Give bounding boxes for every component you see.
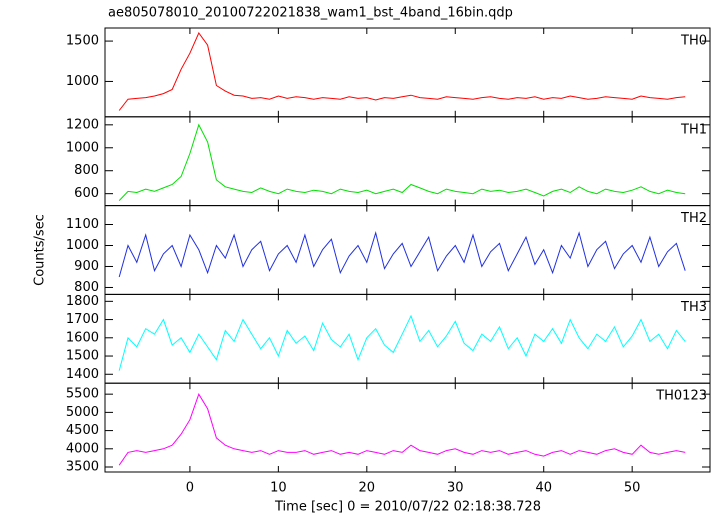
y-tick-label: 1800 bbox=[66, 294, 99, 309]
y-tick-label: 1000 bbox=[66, 140, 99, 155]
y-tick-label: 4500 bbox=[66, 423, 99, 438]
y-tick-label: 600 bbox=[74, 186, 99, 201]
panel-frame bbox=[104, 205, 711, 295]
series-label: TH0123 bbox=[655, 389, 707, 404]
series-label: TH3 bbox=[680, 300, 707, 315]
y-tick-label: 1500 bbox=[66, 34, 99, 49]
series-label: TH1 bbox=[680, 122, 707, 137]
y-tick-label: 1000 bbox=[66, 74, 99, 89]
y-tick-label: 5000 bbox=[66, 405, 99, 420]
y-tick-label: 1100 bbox=[66, 217, 99, 232]
y-tick-label: 3500 bbox=[66, 460, 99, 475]
chart-title: ae805078010_20100722021838_wam1_bst_4ban… bbox=[108, 6, 513, 21]
x-tick-label: 10 bbox=[270, 481, 287, 496]
data-line bbox=[118, 231, 686, 278]
y-tick-label: 900 bbox=[74, 259, 99, 274]
x-tick-label: 20 bbox=[359, 481, 376, 496]
panel-frame bbox=[104, 27, 711, 118]
x-tick-label: 0 bbox=[186, 481, 194, 496]
panel-frame bbox=[104, 382, 711, 473]
y-tick-label: 5500 bbox=[66, 387, 99, 402]
x-tick-label: 40 bbox=[535, 481, 552, 496]
y-tick-label: 1200 bbox=[66, 117, 99, 132]
x-tick-label: 50 bbox=[624, 481, 641, 496]
y-tick-label: 1400 bbox=[66, 367, 99, 382]
y-tick-label: 1500 bbox=[66, 349, 99, 364]
data-line bbox=[118, 314, 686, 371]
data-line bbox=[118, 32, 686, 111]
y-axis-label: Counts/sec bbox=[33, 214, 48, 286]
y-tick-label: 1600 bbox=[66, 330, 99, 345]
data-line bbox=[118, 123, 686, 201]
y-tick-label: 800 bbox=[74, 163, 99, 178]
x-tick-label: 30 bbox=[447, 481, 464, 496]
x-axis-label: Time [sec] 0 = 2010/07/22 02:18:38.728 bbox=[274, 500, 541, 515]
y-tick-label: 800 bbox=[74, 280, 99, 295]
y-tick-label: 4000 bbox=[66, 441, 99, 456]
y-tick-label: 1000 bbox=[66, 238, 99, 253]
data-line bbox=[118, 393, 686, 466]
y-tick-label: 1700 bbox=[66, 312, 99, 327]
series-label: TH0 bbox=[680, 34, 707, 49]
series-label: TH2 bbox=[680, 211, 707, 226]
